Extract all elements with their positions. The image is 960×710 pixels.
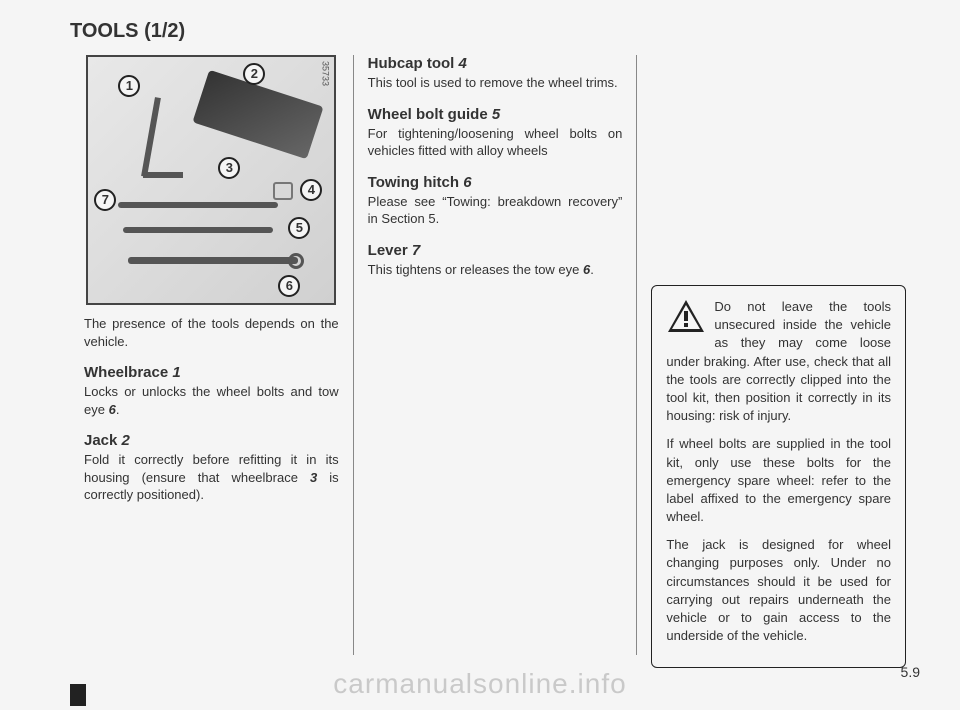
text: . — [590, 262, 594, 277]
hubcap-heading: Hubcap tool 4 — [368, 55, 623, 72]
text: Locks or unlocks the wheel bolts and tow… — [84, 384, 339, 417]
warning-box: Do not leave the tools unsecured inside … — [651, 285, 906, 668]
towhitch-heading: Towing hitch 6 — [368, 174, 623, 191]
heading-num: 2 — [122, 432, 130, 449]
callout-5: 5 — [288, 217, 310, 239]
column-3: Do not leave the tools unsecured inside … — [636, 55, 920, 655]
heading-text: Wheelbrace — [84, 364, 168, 381]
text: This tightens or releases the tow eye — [368, 262, 583, 277]
ref-num: 6 — [109, 402, 116, 417]
footer-mark — [70, 684, 86, 706]
callout-4: 4 — [300, 179, 322, 201]
heading-num: 5 — [492, 106, 500, 123]
heading-num: 4 — [459, 55, 467, 72]
heading-text: Jack — [84, 432, 117, 449]
boltguide-body: For tightening/loosening wheel bolts on … — [368, 125, 623, 160]
text: Fold it correctly before refitting it in… — [84, 452, 339, 485]
content-columns: 35733 1 2 3 4 5 6 7 The presence of the — [70, 55, 920, 655]
tool-shape — [288, 253, 304, 269]
tool-shape — [123, 227, 273, 233]
heading-text: Towing hitch — [368, 174, 459, 191]
tools-diagram: 35733 1 2 3 4 5 6 7 — [86, 55, 336, 305]
heading-num: 7 — [412, 242, 420, 259]
heading-num: 6 — [463, 174, 471, 191]
boltguide-heading: Wheel bolt guide 5 — [368, 106, 623, 123]
warning-p2: If wheel bolts are supplied in the tool … — [666, 435, 891, 526]
wheelbrace-heading: Wheelbrace 1 — [84, 364, 339, 381]
diagram-image-number: 35733 — [320, 61, 330, 86]
lever-body: This tightens or releases the tow eye 6. — [368, 261, 623, 279]
column-2: Hubcap tool 4 This tool is used to remov… — [353, 55, 637, 655]
heading-text: Lever — [368, 242, 408, 259]
intro-text: The presence of the tools depends on the… — [84, 315, 339, 350]
page-title: TOOLS (1/2) — [70, 20, 920, 43]
column-1: 35733 1 2 3 4 5 6 7 The presence of the — [70, 55, 353, 655]
callout-1: 1 — [118, 75, 140, 97]
tool-shape — [143, 172, 183, 178]
tool-shape — [273, 182, 293, 200]
tool-shape — [141, 97, 161, 177]
heading-text: Hubcap tool — [368, 55, 455, 72]
callout-6: 6 — [278, 275, 300, 297]
heading-num: 1 — [172, 364, 180, 381]
watermark: carmanualsonline.info — [0, 668, 960, 700]
tool-shape — [118, 202, 278, 208]
jack-body: Fold it correctly before refitting it in… — [84, 451, 339, 504]
towhitch-body: Please see “Towing: breakdown recovery” … — [368, 193, 623, 228]
wheelbrace-body: Locks or unlocks the wheel bolts and tow… — [84, 383, 339, 418]
heading-text: Wheel bolt guide — [368, 106, 488, 123]
jack-heading: Jack 2 — [84, 432, 339, 449]
tool-shape — [128, 257, 298, 264]
callout-3: 3 — [218, 157, 240, 179]
warning-icon — [666, 298, 706, 334]
hubcap-body: This tool is used to remove the wheel tr… — [368, 74, 623, 92]
text: . — [116, 402, 120, 417]
lever-heading: Lever 7 — [368, 242, 623, 259]
callout-2: 2 — [243, 63, 265, 85]
warning-p3: The jack is designed for wheel changing … — [666, 536, 891, 645]
page-number: 5.9 — [901, 664, 920, 680]
callout-7: 7 — [94, 189, 116, 211]
